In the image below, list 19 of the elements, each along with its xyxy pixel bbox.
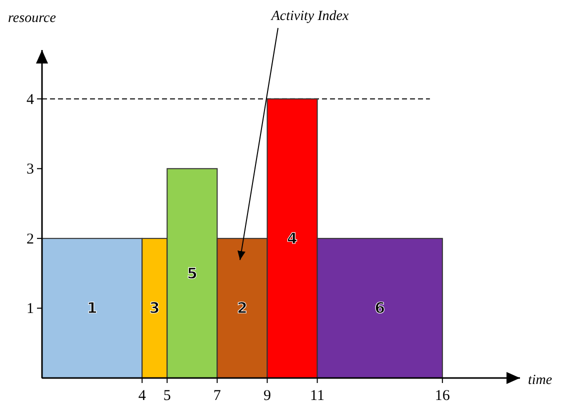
y-axis-title: resource [8, 11, 56, 26]
x-tick-label: 5 [163, 388, 171, 404]
category-label: 2 [236, 299, 248, 318]
x-tick-label: 4 [138, 388, 146, 404]
x-tick-label: 16 [434, 388, 450, 404]
y-tick-label: 4 [26, 92, 34, 108]
x-axis-title: time [528, 373, 552, 388]
x-tick-label: 9 [263, 388, 271, 404]
category-label: 4 [287, 229, 298, 248]
category-label: 1 [86, 299, 98, 318]
text: Activity Index [270, 9, 350, 24]
y-tick-label: 2 [26, 231, 34, 248]
x-tick-label: 11 [310, 388, 325, 404]
x-tick-label: 7 [213, 388, 222, 404]
y-tick-label: 3 [26, 162, 34, 178]
category-label: 6 [374, 299, 386, 318]
category-label: 3 [149, 299, 160, 318]
y-tick-label: 1 [26, 301, 34, 318]
category-label: 5 [186, 264, 198, 282]
